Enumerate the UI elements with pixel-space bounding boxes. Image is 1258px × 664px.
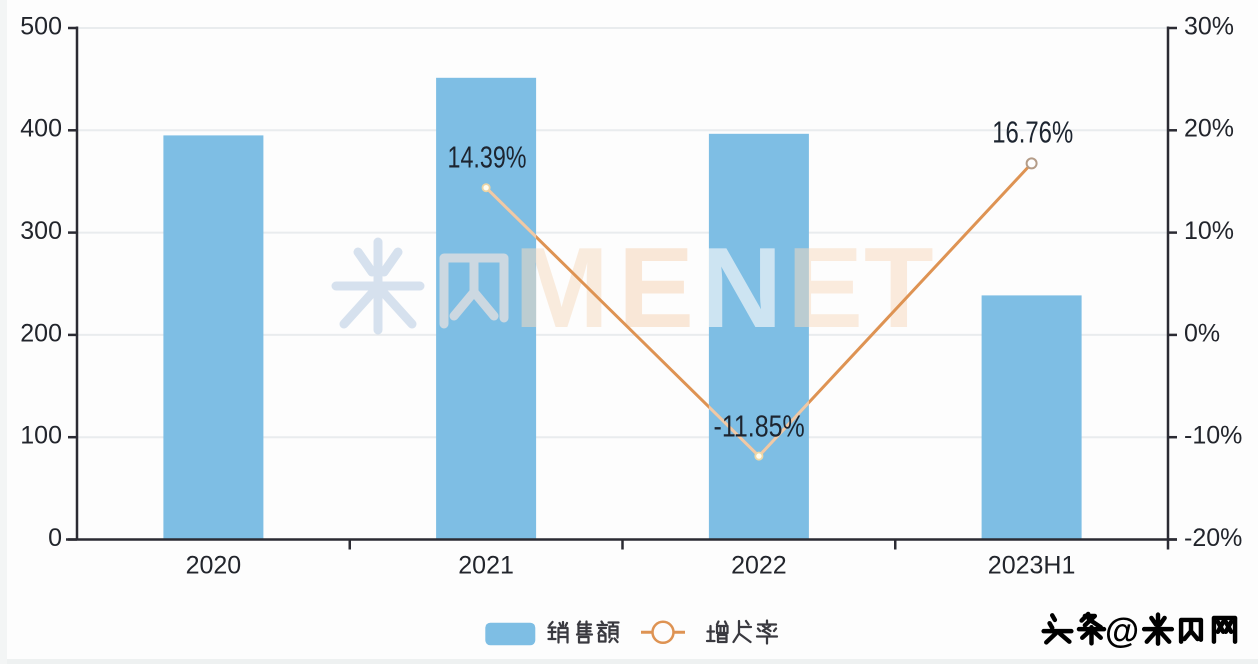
- svg-text:N: N: [700, 225, 782, 352]
- svg-text:0: 0: [48, 524, 62, 552]
- svg-text:M: M: [514, 225, 609, 352]
- svg-text:400: 400: [20, 115, 62, 143]
- svg-text:200: 200: [20, 319, 62, 347]
- svg-text:10%: 10%: [1184, 217, 1234, 245]
- svg-text:-11.85%: -11.85%: [714, 409, 805, 443]
- svg-text:20%: 20%: [1184, 115, 1234, 143]
- svg-text:2023H1: 2023H1: [988, 552, 1076, 580]
- svg-text:100: 100: [20, 422, 62, 450]
- svg-text:300: 300: [20, 217, 62, 245]
- svg-text:2021: 2021: [458, 552, 514, 580]
- svg-text:2020: 2020: [186, 552, 242, 580]
- svg-text:30%: 30%: [1184, 12, 1234, 40]
- svg-text:0%: 0%: [1184, 319, 1220, 347]
- svg-text:E: E: [618, 225, 694, 352]
- svg-text:14.39%: 14.39%: [448, 139, 527, 174]
- svg-text:500: 500: [20, 12, 62, 40]
- svg-text:16.76%: 16.76%: [992, 115, 1073, 150]
- svg-text:-20%: -20%: [1184, 524, 1242, 552]
- svg-text:@: @: [1105, 612, 1139, 651]
- svg-text:E: E: [787, 225, 863, 352]
- svg-text:2022: 2022: [731, 552, 787, 580]
- svg-text:-10%: -10%: [1184, 422, 1242, 450]
